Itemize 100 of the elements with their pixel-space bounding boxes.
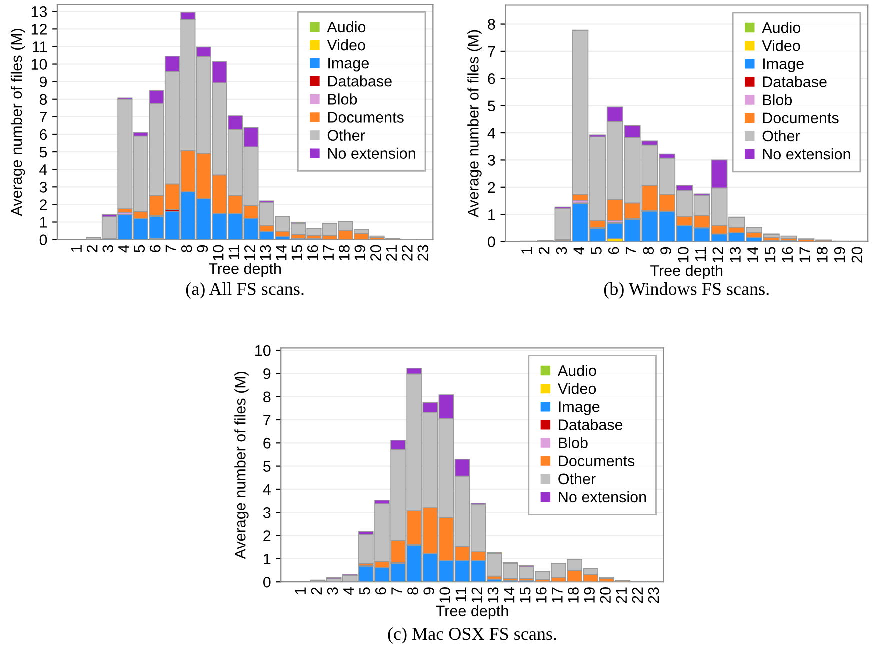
legend-label: Video	[327, 39, 366, 51]
x-tick-label: 4	[574, 247, 584, 255]
legend-label: No extension	[763, 148, 850, 160]
x-tick-label: 2	[538, 247, 550, 254]
y-tick-label: 10	[256, 345, 271, 356]
x-tick-label: 19	[354, 245, 366, 260]
y-tick-label: 1	[488, 210, 496, 220]
x-tick-label: 7	[392, 588, 402, 595]
y-tick-label: 1	[40, 217, 47, 228]
legend-label: Image	[328, 58, 369, 72]
y-tick-label: 2	[488, 182, 496, 193]
x-tick-label: 16	[782, 247, 794, 262]
x-tick-label: 2	[86, 245, 98, 252]
y-tick-label: 8	[264, 392, 271, 403]
y-tick-label: 6	[40, 129, 48, 140]
y-tick-label: 0	[263, 576, 271, 588]
x-tick-label: 4	[344, 587, 354, 596]
y-tick-label: 5	[488, 100, 496, 112]
x-tick-label: 23	[648, 588, 660, 604]
x-tick-label: 15	[520, 588, 531, 603]
x-tick-label: 8	[408, 588, 418, 595]
legend-label: Documents	[328, 112, 404, 123]
legend-label: Image	[764, 58, 804, 72]
x-tick-label: 7	[166, 245, 176, 252]
legend-label: Database	[763, 76, 827, 88]
y-tick-label: 4	[488, 128, 496, 139]
text: (a) All FS scans.	[186, 282, 304, 299]
x-tick-label: 9	[197, 245, 208, 252]
x-tick-label: 4	[118, 245, 130, 253]
x-tick-label: 22	[402, 245, 413, 261]
x-tick-label: 12	[712, 247, 724, 262]
y-tick-label: 1	[264, 554, 271, 564]
text: (c) Mac OSX FS scans.	[388, 627, 556, 644]
x-tick-label: 15	[292, 245, 303, 260]
legend-label: Audio	[762, 22, 801, 34]
x-tick-label: 1	[295, 588, 306, 594]
x-tick-label: 20	[852, 247, 863, 263]
x-tick-label: 19	[834, 247, 846, 262]
x-tick-label: 6	[608, 247, 620, 254]
x-tick-label: 10	[678, 247, 689, 262]
x-tick-label: 21	[386, 245, 397, 261]
y-tick-label: 4	[40, 164, 48, 176]
x-tick-label: 21	[616, 588, 627, 604]
x-tick-label: 5	[591, 247, 602, 255]
x-tick-label: 5	[360, 588, 370, 595]
y-tick-label: 11	[33, 42, 47, 52]
x-tick-label: 6	[376, 588, 386, 595]
legend-label: Video	[558, 383, 596, 394]
legend-label: Blob	[763, 94, 792, 106]
legend-label: No extension	[328, 148, 416, 160]
legend-label: Audio	[558, 365, 596, 376]
legend-label: Other	[328, 130, 366, 141]
legend-label: Other	[558, 473, 596, 485]
x-tick-label: 17	[800, 247, 810, 262]
x-tick-label: 6	[150, 245, 161, 252]
legend-label: Image	[559, 402, 600, 416]
x-tick-label: 19	[584, 588, 595, 603]
y-tick-label: 8	[40, 94, 48, 106]
y-axis-title: Average number of files (M)	[468, 30, 482, 218]
legend-label: Blob	[328, 94, 358, 105]
x-axis-title: Tree depth	[436, 605, 508, 620]
x-tick-label: 3	[327, 588, 338, 595]
legend-label: Database	[559, 419, 623, 430]
legend-label: No extension	[559, 491, 646, 503]
y-tick-label: 6	[264, 438, 271, 449]
text: (b) Windows FS scans.	[604, 282, 769, 299]
x-tick-label: 14	[504, 587, 515, 603]
x-tick-label: 16	[308, 245, 318, 260]
x-tick-label: 20	[370, 245, 382, 261]
x-tick-label: 5	[134, 245, 146, 253]
x-tick-label: 20	[600, 588, 612, 604]
y-tick-label: 3	[488, 155, 496, 166]
x-tick-label: 1	[522, 247, 532, 254]
y-tick-label: 12	[32, 24, 47, 35]
y-tick-label: 2	[264, 530, 271, 542]
x-tick-label: 11	[228, 245, 240, 260]
x-tick-label: 10	[212, 245, 224, 260]
y-tick-label: 7	[264, 415, 271, 426]
y-tick-label: 8	[488, 19, 496, 30]
x-tick-label: 18	[339, 245, 350, 260]
x-tick-label: 16	[536, 588, 547, 603]
y-tick-label: 5	[264, 461, 271, 472]
x-tick-label: 1	[71, 245, 82, 252]
y-tick-label: 9	[264, 368, 271, 380]
x-tick-label: 12	[472, 588, 482, 603]
y-tick-label: 6	[488, 74, 496, 84]
legend-label: Blob	[559, 437, 588, 448]
x-tick-label: 9	[424, 588, 434, 595]
legend-label: Documents	[559, 456, 635, 467]
x-tick-label: 18	[568, 588, 579, 603]
legend-label: Other	[762, 130, 800, 142]
x-tick-label: 8	[181, 245, 192, 252]
y-tick-label: 0	[488, 236, 496, 248]
x-tick-label: 23	[418, 245, 429, 261]
y-tick-label: 2	[40, 200, 47, 210]
y-tick-label: 7	[488, 46, 496, 58]
y-axis-title: Average number of files (M)	[10, 29, 26, 216]
x-tick-label: 17	[323, 245, 334, 260]
x-tick-label: 8	[643, 247, 654, 254]
x-tick-label: 18	[817, 247, 828, 262]
